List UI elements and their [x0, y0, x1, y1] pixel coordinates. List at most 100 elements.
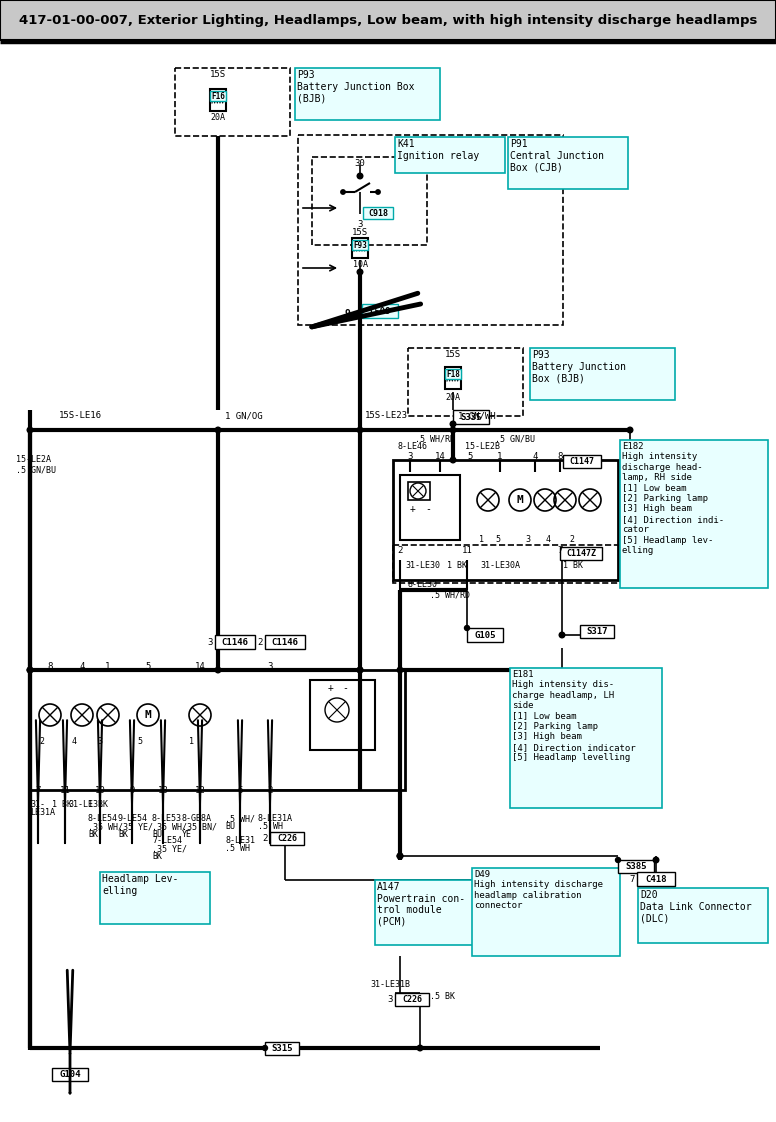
Text: 31-LE31B: 31-LE31B: [370, 980, 410, 988]
Text: 9-LE54: 9-LE54: [118, 813, 148, 824]
Text: F16: F16: [211, 92, 225, 101]
Circle shape: [397, 853, 403, 858]
Bar: [215, 635, 255, 649]
Text: Headlamp Lev-
elling: Headlamp Lev- elling: [102, 874, 178, 895]
Text: 12: 12: [195, 787, 206, 795]
Circle shape: [27, 427, 33, 433]
Bar: [175, 68, 290, 136]
Text: 1 GN/OG: 1 GN/OG: [225, 411, 262, 420]
Text: +: +: [410, 504, 416, 514]
Text: 5: 5: [137, 737, 143, 746]
Text: 2: 2: [40, 737, 44, 746]
Text: .5 WH/: .5 WH/: [225, 813, 255, 824]
Bar: [530, 348, 675, 401]
Text: P93
Battery Junction
Box (BJB): P93 Battery Junction Box (BJB): [532, 350, 626, 384]
Bar: [295, 68, 440, 120]
Text: 8: 8: [557, 452, 563, 461]
Text: 30: 30: [355, 159, 365, 168]
Text: C418: C418: [646, 874, 667, 883]
Circle shape: [465, 625, 469, 631]
Text: P91
Central Junction
Box (CJB): P91 Central Junction Box (CJB): [510, 139, 604, 172]
Text: 3: 3: [407, 452, 413, 461]
Text: BU: BU: [225, 822, 235, 831]
Bar: [352, 238, 368, 258]
Bar: [408, 482, 430, 500]
Text: F93: F93: [353, 240, 367, 249]
Text: 6: 6: [237, 787, 243, 795]
Text: 7-LE54: 7-LE54: [152, 836, 182, 845]
Text: BK: BK: [152, 852, 162, 861]
Text: S315: S315: [272, 1043, 293, 1054]
Text: C1146: C1146: [222, 637, 248, 646]
Text: C918: C918: [368, 209, 388, 218]
Text: C226: C226: [402, 995, 422, 1004]
Bar: [265, 1042, 299, 1055]
Text: .5 WH/RD: .5 WH/RD: [430, 590, 470, 599]
Text: C226: C226: [277, 834, 297, 843]
Text: 8-LE53: 8-LE53: [152, 813, 182, 824]
Text: YE: YE: [182, 830, 192, 839]
Text: 8-LE30: 8-LE30: [407, 580, 437, 589]
Text: C1147Z: C1147Z: [566, 549, 596, 558]
Circle shape: [215, 427, 221, 433]
Text: -: -: [342, 683, 348, 693]
Text: 8-LE46: 8-LE46: [398, 442, 428, 451]
Text: 3: 3: [357, 220, 362, 229]
Text: 15S: 15S: [445, 350, 461, 359]
Bar: [508, 137, 628, 188]
Text: 31-LE30A: 31-LE30A: [480, 561, 520, 570]
Text: 5: 5: [496, 535, 501, 544]
Bar: [467, 628, 503, 642]
Text: .35 BN/: .35 BN/: [182, 822, 217, 831]
Circle shape: [215, 668, 221, 673]
Text: 31-: 31-: [30, 800, 45, 809]
Text: 10A: 10A: [352, 260, 368, 269]
Bar: [453, 410, 489, 424]
Bar: [362, 304, 398, 318]
Circle shape: [559, 632, 565, 637]
Text: 3: 3: [98, 737, 102, 746]
Bar: [563, 456, 601, 468]
Text: 2: 2: [258, 637, 263, 646]
Text: 1 BK: 1 BK: [563, 561, 583, 570]
Text: 7: 7: [629, 874, 635, 883]
Text: 1: 1: [106, 662, 111, 671]
Bar: [298, 135, 563, 325]
Circle shape: [357, 427, 363, 433]
Text: 2: 2: [267, 787, 272, 795]
Text: G104: G104: [59, 1070, 81, 1079]
Text: 7: 7: [36, 787, 40, 795]
Bar: [638, 888, 768, 942]
Text: 11: 11: [462, 546, 473, 555]
Text: A147
Powertrain con-
trol module
(PCM): A147 Powertrain con- trol module (PCM): [377, 882, 465, 927]
Text: 2: 2: [570, 535, 574, 544]
Text: 15S-LE16: 15S-LE16: [58, 411, 102, 420]
Text: BK: BK: [118, 830, 128, 839]
Bar: [52, 1068, 88, 1080]
Text: 1 BK: 1 BK: [52, 800, 72, 809]
Text: F18: F18: [446, 369, 460, 378]
Text: 1: 1: [189, 737, 195, 746]
Text: 4: 4: [71, 737, 77, 746]
Circle shape: [357, 269, 363, 275]
Bar: [310, 680, 375, 749]
Text: 3: 3: [208, 637, 213, 646]
Circle shape: [627, 427, 632, 433]
Text: S335: S335: [460, 413, 482, 422]
Text: 8-LE31: 8-LE31: [225, 836, 255, 845]
Text: 5: 5: [145, 662, 151, 671]
Bar: [408, 348, 523, 416]
Circle shape: [27, 668, 33, 673]
Text: .5 GN/BU: .5 GN/BU: [16, 465, 56, 473]
Circle shape: [357, 173, 363, 178]
Text: .35 WH/: .35 WH/: [88, 822, 123, 831]
Circle shape: [397, 668, 403, 673]
Text: C509: C509: [369, 306, 391, 315]
Circle shape: [450, 421, 456, 426]
Circle shape: [341, 190, 345, 194]
Text: -: -: [425, 504, 431, 514]
Text: .5 WH: .5 WH: [258, 822, 283, 831]
Text: 15S: 15S: [210, 70, 226, 79]
Circle shape: [357, 668, 363, 673]
Text: E181
High intensity dis-
charge headlamp, LH
side
[1] Low beam
[2] Parking lamp
: E181 High intensity dis- charge headlamp…: [512, 670, 636, 762]
